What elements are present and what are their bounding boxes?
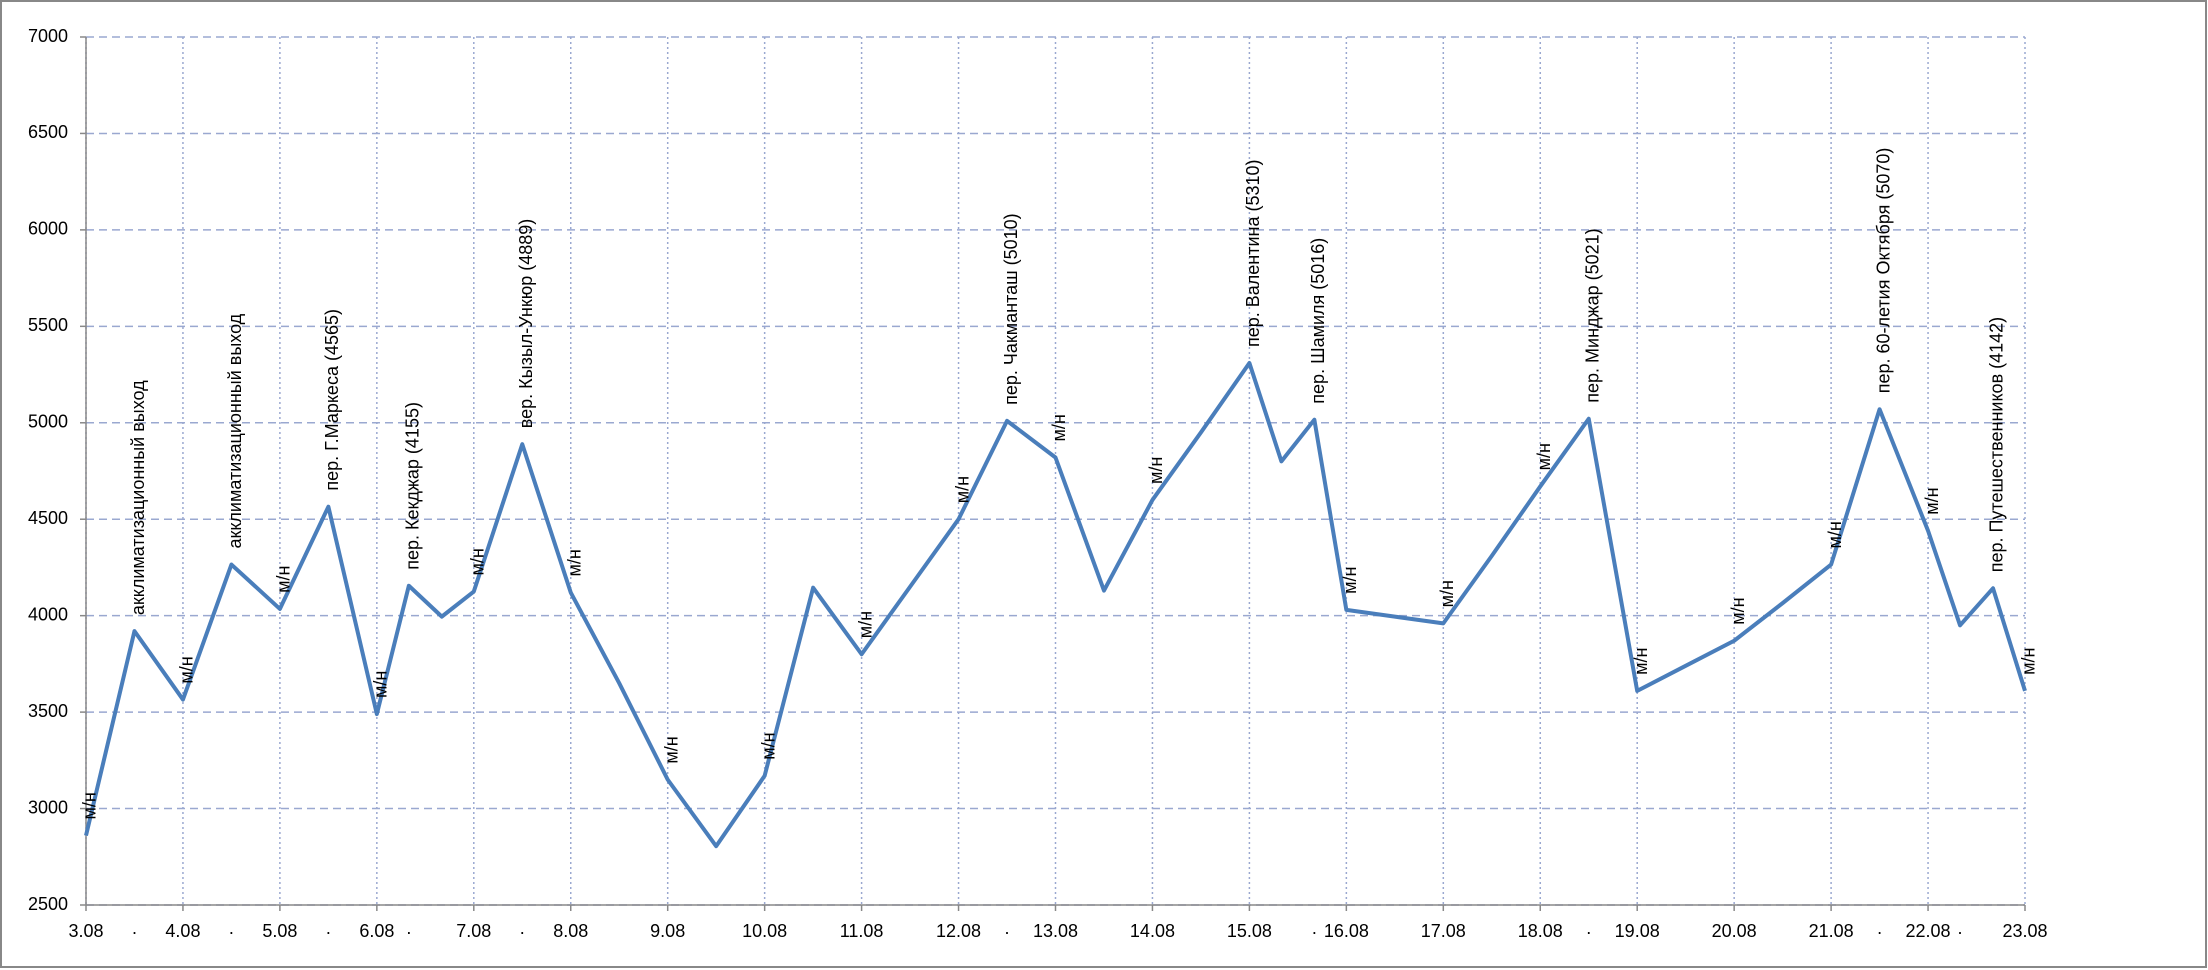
point-annotation: пер. Чакманташ (5010)	[1001, 213, 1021, 405]
x-tick-label: .	[1877, 918, 1882, 938]
x-tick-label: .	[1312, 918, 1317, 938]
x-tick-label: .	[326, 918, 331, 938]
x-tick-label: .	[520, 918, 525, 938]
y-tick-label: 4000	[28, 604, 68, 624]
point-annotation: м/н	[952, 476, 972, 503]
x-tick-label: 4.08	[165, 921, 200, 941]
x-tick-label: 8.08	[553, 921, 588, 941]
point-annotation: м/н	[1049, 414, 1069, 441]
point-annotation: пер. Шамиля (5016)	[1308, 238, 1328, 404]
point-annotation: м/н	[1340, 567, 1360, 594]
point-annotation: пер. Кекджар (4155)	[403, 402, 423, 570]
point-annotation: м/н	[1728, 597, 1748, 624]
point-annotation: пер. Минджар (5021)	[1582, 228, 1602, 402]
point-annotation: м/н	[80, 792, 100, 819]
point-annotation: м/н	[177, 656, 197, 683]
y-tick-label: 3000	[28, 797, 68, 817]
x-tick-label: .	[1005, 918, 1010, 938]
point-annotation: м/н	[855, 611, 875, 638]
point-annotation: м/н	[1437, 580, 1457, 607]
y-tick-label: 2500	[28, 894, 68, 914]
x-tick-label: 17.08	[1421, 921, 1466, 941]
x-tick-label: 11.08	[840, 921, 884, 941]
point-annotation: м/н	[1146, 457, 1166, 484]
x-tick-label: 23.08	[2002, 921, 2047, 941]
x-tick-label: 14.08	[1130, 921, 1175, 941]
point-annotation: вер. Кызыл-Ункюр (4889)	[516, 219, 536, 428]
x-tick-label: 7.08	[456, 921, 491, 941]
x-tick-label: .	[406, 918, 411, 938]
point-annotation: м/н	[274, 566, 294, 593]
point-annotation: м/н	[468, 548, 488, 575]
point-annotation: акклиматизационный выход	[225, 313, 245, 548]
x-tick-label: 16.08	[1324, 921, 1369, 941]
y-tick-label: 4500	[28, 508, 68, 528]
x-tick-label: .	[229, 918, 234, 938]
point-annotation: м/н	[1631, 648, 1651, 675]
point-annotation: пер. Валентина (5310)	[1243, 159, 1263, 347]
point-annotation: м/н	[661, 736, 681, 763]
y-tick-label: 7000	[28, 26, 68, 46]
x-tick-label: 13.08	[1033, 921, 1078, 941]
y-tick-label: 5500	[28, 315, 68, 335]
x-tick-label: .	[1958, 918, 1963, 938]
x-tick-label: .	[1586, 918, 1591, 938]
point-annotation: пер. 60-летия Октября (5070)	[1873, 148, 1893, 394]
point-annotation: м/н	[565, 549, 585, 576]
x-tick-label: 15.08	[1227, 921, 1272, 941]
point-annotation: акклиматизационный выход	[128, 380, 148, 615]
y-tick-label: 5000	[28, 412, 68, 432]
y-tick-label: 3500	[28, 701, 68, 721]
x-tick-label: 10.08	[742, 921, 787, 941]
x-tick-label: 3.08	[68, 921, 103, 941]
point-annotation: пер. Путешественников (4142)	[1987, 317, 2007, 572]
y-tick-label: 6500	[28, 122, 68, 142]
x-tick-label: 18.08	[1518, 921, 1563, 941]
point-annotation: м/н	[1825, 521, 1845, 548]
x-tick-label: 19.08	[1615, 921, 1660, 941]
x-tick-label: 21.08	[1809, 921, 1854, 941]
point-annotation: м/н	[371, 671, 391, 698]
point-annotation: м/н	[1922, 487, 1942, 514]
y-tick-label: 6000	[28, 219, 68, 239]
x-tick-label: 9.08	[650, 921, 685, 941]
point-annotation: м/н	[758, 732, 778, 759]
point-annotation: пер. Г.Маркеса (4565)	[322, 309, 342, 491]
point-annotation: м/н	[2019, 648, 2039, 675]
x-tick-label: 22.08	[1906, 921, 1951, 941]
point-annotation: м/н	[1534, 443, 1554, 470]
x-tick-label: 6.08	[359, 921, 394, 941]
line-series	[84, 360, 2027, 849]
x-tick-label: 5.08	[262, 921, 297, 941]
x-tick-label: 12.08	[936, 921, 981, 941]
x-tick-label: .	[132, 918, 137, 938]
x-tick-label: 20.08	[1712, 921, 1757, 941]
